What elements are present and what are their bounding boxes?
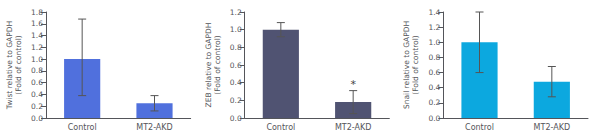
svg-text:(Fold of control): (Fold of control) [14, 35, 23, 94]
svg-text:1.2: 1.2 [230, 8, 242, 17]
svg-text:0.4: 0.4 [230, 78, 242, 87]
svg-text:0.6: 0.6 [31, 78, 43, 87]
svg-text:1.2: 1.2 [428, 23, 440, 32]
svg-text:ZEB relative to GAPDH: ZEB relative to GAPDH [204, 23, 213, 108]
svg-text:Twist relative to GAPDH: Twist relative to GAPDH [5, 21, 14, 110]
svg-text:(Fold of control): (Fold of control) [213, 35, 222, 94]
svg-text:0.2: 0.2 [230, 96, 242, 105]
svg-text:MT2-AKD: MT2-AKD [335, 123, 371, 132]
svg-text:0.2: 0.2 [428, 98, 440, 107]
svg-text:1.4: 1.4 [31, 31, 43, 40]
svg-text:1.2: 1.2 [31, 43, 43, 52]
svg-text:Control: Control [465, 123, 494, 132]
svg-text:Snail relative to GAPDH: Snail relative to GAPDH [402, 21, 411, 109]
svg-text:1.0: 1.0 [230, 25, 242, 34]
svg-text:1.8: 1.8 [31, 8, 43, 17]
svg-text:0.8: 0.8 [428, 53, 440, 62]
svg-text:0.8: 0.8 [230, 43, 242, 52]
svg-text:0.6: 0.6 [230, 61, 242, 70]
svg-text:1.0: 1.0 [31, 55, 43, 64]
svg-text:MT2-AKD: MT2-AKD [534, 123, 570, 132]
svg-text:Control: Control [68, 123, 97, 132]
svg-text:0.4: 0.4 [31, 90, 43, 99]
svg-text:1.6: 1.6 [31, 19, 43, 28]
svg-text:0.8: 0.8 [31, 66, 43, 75]
svg-text:0.2: 0.2 [31, 102, 43, 111]
svg-text:Control: Control [266, 123, 295, 132]
svg-text:1.4: 1.4 [428, 8, 440, 17]
svg-text:0.6: 0.6 [428, 68, 440, 77]
svg-text:*: * [350, 78, 356, 91]
svg-text:0.4: 0.4 [428, 83, 440, 92]
svg-text:0.0: 0.0 [428, 114, 440, 123]
svg-text:(Fold of control): (Fold of control) [411, 35, 420, 94]
svg-text:1.0: 1.0 [428, 38, 440, 47]
svg-text:0.0: 0.0 [230, 114, 242, 123]
svg-text:0.0: 0.0 [31, 114, 43, 123]
svg-text:MT2-AKD: MT2-AKD [136, 123, 172, 132]
